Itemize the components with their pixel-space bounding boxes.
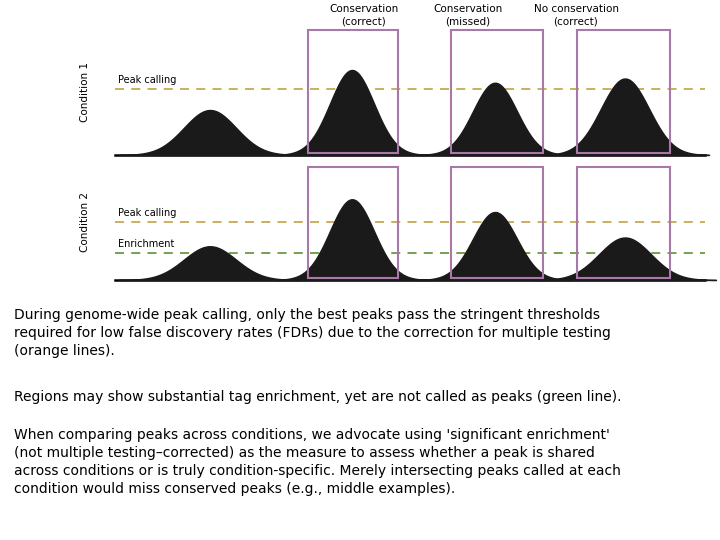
Bar xyxy=(577,167,670,278)
Text: Condition 1: Condition 1 xyxy=(80,62,90,122)
Text: Conservation
(missed): Conservation (missed) xyxy=(433,4,503,26)
Text: No conservation
(correct): No conservation (correct) xyxy=(534,4,618,26)
Text: Peak calling: Peak calling xyxy=(118,75,176,85)
Bar xyxy=(451,30,543,153)
Text: Enrichment: Enrichment xyxy=(118,239,174,249)
Text: Conservation
(correct): Conservation (correct) xyxy=(329,4,398,26)
Bar xyxy=(308,30,398,153)
Text: Peak calling: Peak calling xyxy=(118,208,176,218)
Bar xyxy=(451,167,543,278)
Bar xyxy=(577,30,670,153)
Text: Regions may show substantial tag enrichment, yet are not called as peaks (green : Regions may show substantial tag enrichm… xyxy=(14,390,621,404)
Text: During genome-wide peak calling, only the best peaks pass the stringent threshol: During genome-wide peak calling, only th… xyxy=(14,308,611,357)
Text: Condition 2: Condition 2 xyxy=(80,192,90,253)
Bar xyxy=(308,167,398,278)
Text: When comparing peaks across conditions, we advocate using 'significant enrichmen: When comparing peaks across conditions, … xyxy=(14,428,621,496)
